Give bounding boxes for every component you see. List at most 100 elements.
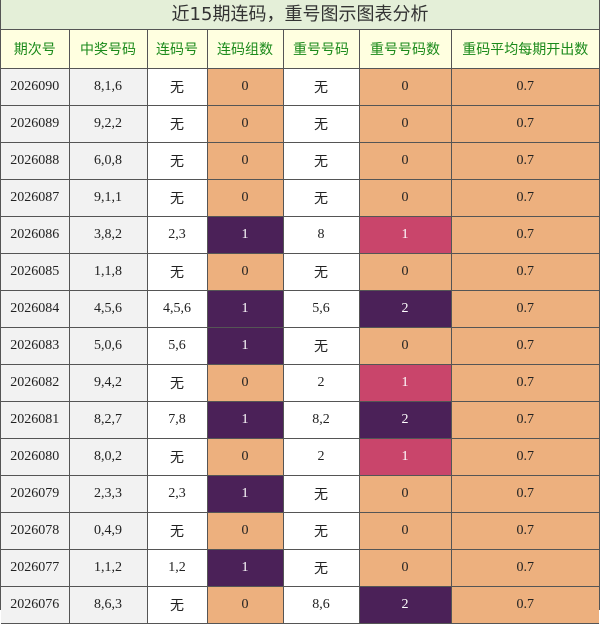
cell-repeat: 无 <box>282 327 360 365</box>
header-repeat: 重号号码 <box>282 30 360 69</box>
cell-consec-groups: 0 <box>206 105 284 143</box>
cell-avg: 0.7 <box>450 327 599 365</box>
cell-repeat: 2 <box>282 364 360 402</box>
cell-avg: 0.7 <box>450 401 599 439</box>
cell-repeat: 无 <box>282 512 360 550</box>
header-draw: 中奖号码 <box>68 30 148 69</box>
cell-repeat: 8,2 <box>282 401 360 439</box>
cell-issue: 2026085 <box>1 253 70 291</box>
table-row: 2026076 8,6,3 无 0 8,6 2 0.7 <box>1 586 599 624</box>
cell-consec-groups: 0 <box>206 142 284 180</box>
cell-repeat: 无 <box>282 179 360 217</box>
cell-draw: 0,4,9 <box>68 512 148 550</box>
cell-avg: 0.7 <box>450 142 599 180</box>
cell-consec-groups: 1 <box>206 401 284 439</box>
cell-repeat-count: 0 <box>358 253 452 291</box>
page-title: 近15期连码，重号图示图表分析 <box>1 0 599 30</box>
table-row: 2026083 5,0,6 5,6 1 无 0 0.7 <box>1 327 599 365</box>
cell-issue: 2026083 <box>1 327 70 365</box>
table-row: 2026077 1,1,2 1,2 1 无 0 0.7 <box>1 549 599 587</box>
cell-issue: 2026080 <box>1 438 70 476</box>
cell-draw: 9,2,2 <box>68 105 148 143</box>
cell-draw: 9,1,1 <box>68 179 148 217</box>
cell-consec: 无 <box>146 105 208 143</box>
cell-avg: 0.7 <box>450 290 599 328</box>
cell-consec: 2,3 <box>146 216 208 254</box>
cell-repeat-count: 0 <box>358 68 452 106</box>
header-consec: 连码号 <box>146 30 208 69</box>
table-row: 2026085 1,1,8 无 0 无 0 0.7 <box>1 253 599 291</box>
cell-consec-groups: 0 <box>206 438 284 476</box>
cell-avg: 0.7 <box>450 586 599 624</box>
cell-consec-groups: 1 <box>206 290 284 328</box>
header-avg: 重码平均每期开出数 <box>450 30 599 69</box>
cell-consec-groups: 0 <box>206 179 284 217</box>
cell-draw: 1,1,2 <box>68 549 148 587</box>
table-row: 2026082 9,4,2 无 0 2 1 0.7 <box>1 364 599 402</box>
table-row: 2026088 6,0,8 无 0 无 0 0.7 <box>1 142 599 180</box>
table-row: 2026080 8,0,2 无 0 2 1 0.7 <box>1 438 599 476</box>
cell-consec-groups: 0 <box>206 512 284 550</box>
cell-repeat: 无 <box>282 142 360 180</box>
cell-issue: 2026082 <box>1 364 70 402</box>
cell-avg: 0.7 <box>450 549 599 587</box>
cell-repeat-count: 2 <box>358 586 452 624</box>
header-repeat-count: 重号号码数 <box>358 30 452 69</box>
cell-consec-groups: 0 <box>206 68 284 106</box>
cell-repeat-count: 2 <box>358 401 452 439</box>
cell-consec: 7,8 <box>146 401 208 439</box>
cell-avg: 0.7 <box>450 253 599 291</box>
cell-consec: 无 <box>146 142 208 180</box>
cell-draw: 3,8,2 <box>68 216 148 254</box>
table-row: 2026079 2,3,3 2,3 1 无 0 0.7 <box>1 475 599 513</box>
table-row: 2026087 9,1,1 无 0 无 0 0.7 <box>1 179 599 217</box>
cell-repeat-count: 0 <box>358 512 452 550</box>
cell-repeat-count: 0 <box>358 179 452 217</box>
cell-repeat: 8,6 <box>282 586 360 624</box>
cell-issue: 2026076 <box>1 586 70 624</box>
cell-repeat: 5,6 <box>282 290 360 328</box>
cell-repeat: 2 <box>282 438 360 476</box>
cell-repeat-count: 1 <box>358 438 452 476</box>
table-row: 2026086 3,8,2 2,3 1 8 1 0.7 <box>1 216 599 254</box>
cell-consec: 无 <box>146 68 208 106</box>
cell-draw: 5,0,6 <box>68 327 148 365</box>
cell-repeat-count: 1 <box>358 364 452 402</box>
cell-issue: 2026078 <box>1 512 70 550</box>
cell-consec: 5,6 <box>146 327 208 365</box>
cell-consec-groups: 0 <box>206 253 284 291</box>
cell-repeat: 8 <box>282 216 360 254</box>
cell-consec-groups: 0 <box>206 586 284 624</box>
cell-repeat-count: 0 <box>358 142 452 180</box>
cell-issue: 2026079 <box>1 475 70 513</box>
table-row: 2026081 8,2,7 7,8 1 8,2 2 0.7 <box>1 401 599 439</box>
table-row: 2026078 0,4,9 无 0 无 0 0.7 <box>1 512 599 550</box>
cell-repeat: 无 <box>282 549 360 587</box>
cell-issue: 2026086 <box>1 216 70 254</box>
cell-draw: 9,4,2 <box>68 364 148 402</box>
cell-repeat: 无 <box>282 105 360 143</box>
cell-avg: 0.7 <box>450 179 599 217</box>
cell-draw: 8,6,3 <box>68 586 148 624</box>
stats-table: 期次号 中奖号码 连码号 连码组数 重号号码 重号号码数 重码平均每期开出数 2… <box>1 30 599 624</box>
cell-consec: 4,5,6 <box>146 290 208 328</box>
cell-repeat: 无 <box>282 475 360 513</box>
cell-consec: 无 <box>146 179 208 217</box>
header-issue: 期次号 <box>1 30 70 69</box>
cell-consec-groups: 1 <box>206 549 284 587</box>
cell-draw: 1,1,8 <box>68 253 148 291</box>
cell-repeat-count: 0 <box>358 475 452 513</box>
header-consec-groups: 连码组数 <box>206 30 284 69</box>
cell-repeat-count: 0 <box>358 327 452 365</box>
cell-issue: 2026084 <box>1 290 70 328</box>
cell-repeat-count: 1 <box>358 216 452 254</box>
cell-avg: 0.7 <box>450 438 599 476</box>
cell-consec: 无 <box>146 364 208 402</box>
cell-avg: 0.7 <box>450 364 599 402</box>
cell-draw: 2,3,3 <box>68 475 148 513</box>
cell-consec: 无 <box>146 253 208 291</box>
cell-draw: 8,1,6 <box>68 68 148 106</box>
cell-consec: 2,3 <box>146 475 208 513</box>
cell-avg: 0.7 <box>450 68 599 106</box>
